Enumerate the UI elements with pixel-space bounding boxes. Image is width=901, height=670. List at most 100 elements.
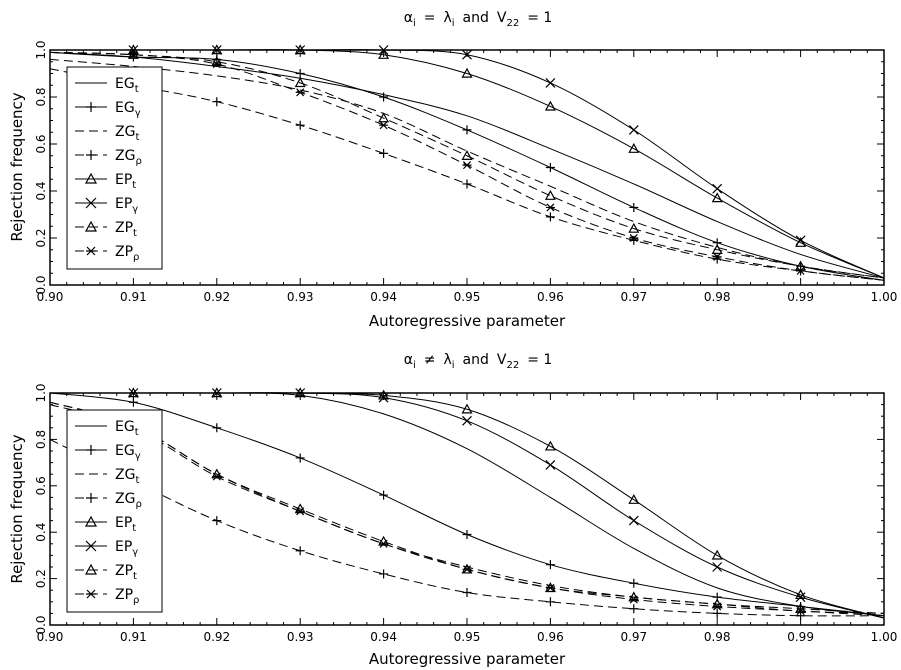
chart-title: αi ≠ λi and V22 = 1 [404,352,553,371]
legend-label: ZGt [115,467,139,486]
x-tick-label: 0.94 [370,290,397,304]
marker-x [462,49,472,60]
legend-item: ZPρ [75,587,139,606]
legend-label-sub: t [133,228,137,239]
y-tick-label: 1.0 [34,383,48,402]
marker-triangle [795,260,807,271]
y-axis-label: Rejection frequency [8,434,26,583]
legend-item: EGt [75,419,139,438]
x-tick-label: 0.91 [120,290,147,304]
marker-x [295,388,306,398]
series-line [49,438,885,617]
marker-plus [545,163,555,172]
x-tick-label: 0.91 [120,630,147,644]
marker-x [211,45,222,55]
series-line [50,392,885,617]
marker-asterisk [295,507,305,516]
marker-plus [379,490,389,500]
series-layer [49,387,885,621]
legend-label-name: EP [115,539,132,555]
marker-asterisk [629,595,639,604]
x-tick-label: 0.99 [787,290,814,304]
legend-label: EGt [115,76,139,95]
legend-label-name: EP [115,172,132,188]
chart-title: αi = λi and V22 = 1 [404,10,553,29]
series-line [49,51,885,279]
marker-plus [629,578,639,588]
marker-x [85,197,97,209]
marker-plus [712,608,722,618]
legend-label-sub: t [135,132,139,143]
marker-triangle [544,189,556,200]
chart-panel-bottom: αi ≠ λi and V22 = 1 0.90 0.91 0.92 0.93 0.94 0.95 0… [8,352,897,668]
legend-label-name: EP [115,515,132,531]
marker-x [628,124,639,135]
legend-item: EPt [75,172,136,191]
legend-label-sub: γ [135,108,141,119]
marker-asterisk [545,583,555,592]
legend-label-name: ZG [115,491,135,507]
series-EG-0 [50,392,885,617]
marker-asterisk [796,607,806,616]
chart-panel-top: αi = λi and V22 = 1 0.90 0.91 0.92 0.93 0.94 0.95 0… [8,10,897,330]
series-layer [49,44,885,281]
marker-x [545,77,556,88]
marker-x [712,183,723,194]
legend-label-sub: ρ [133,252,139,263]
legend-label: EGγ [115,443,141,462]
legend-label: ZGt [115,124,139,143]
legend-label-sub: γ [132,547,138,558]
axis-ticks: 0.90 0.91 0.92 0.93 0.94 0.95 0.96 0.97 0.98 0.99… [34,40,897,304]
series-line [49,392,885,617]
legend-label-name: ZP [115,587,133,603]
legend-item: EPγ [75,196,138,215]
x-tick-label: 0.92 [203,630,230,644]
x-tick-label: 0.99 [787,630,814,644]
marker-asterisk [86,589,96,599]
marker-x [712,562,723,572]
series-EP-5 [50,388,885,619]
marker-triangle [544,100,556,111]
marker-plus [379,92,389,102]
legend-label: ZPt [115,563,137,582]
y-tick-label: 0.0 [34,275,48,294]
legend-label: EGγ [115,100,141,119]
series-line [50,392,885,619]
legend-label-sub: t [133,571,137,582]
marker-x [85,540,97,552]
y-tick-label: 0.6 [34,134,48,153]
series-line [49,68,885,281]
marker-x [545,459,556,470]
x-tick-label: 0.98 [704,290,731,304]
legend-label: EPt [115,172,136,191]
legend-label-sub: γ [135,451,141,462]
y-tick-label: 0.8 [34,87,48,106]
series-line [49,58,885,279]
series-line [49,51,885,281]
series-line [50,49,885,279]
marker-plus [379,569,389,579]
marker-x [378,392,389,403]
y-tick-label: 0.2 [34,228,48,247]
marker-plus [295,120,305,130]
x-tick-label: 0.90 [37,290,64,304]
legend-item: EGt [75,76,139,95]
y-tick-label: 1.0 [34,40,48,59]
marker-asterisk [212,60,222,69]
marker-plus [212,97,222,107]
marker-plus [462,530,472,540]
legend-label: ZPρ [115,587,139,606]
series-line [49,401,885,614]
marker-plus [295,546,305,556]
legend-label: EPγ [115,196,138,215]
marker-asterisk [379,539,389,548]
x-axis-label: Autoregressive parameter [369,312,566,330]
legend-item: EGγ [75,443,141,462]
marker-asterisk [379,121,389,130]
marker-plus [86,150,96,160]
legend-label-name: ZP [115,220,133,236]
x-tick-label: 0.90 [37,630,64,644]
marker-plus [86,493,96,503]
x-tick-label: 0.93 [287,290,314,304]
